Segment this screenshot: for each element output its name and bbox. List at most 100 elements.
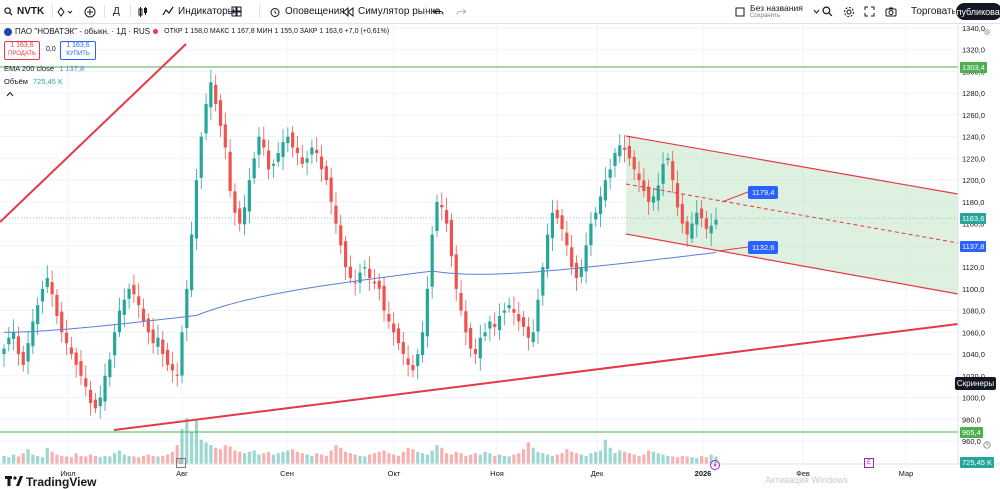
volume-bar — [88, 454, 93, 464]
redo-button[interactable] — [456, 0, 467, 23]
volume-bar — [411, 449, 415, 464]
level-high-tag: 1303,4 — [960, 62, 987, 73]
collapse-legend-button[interactable] — [6, 90, 14, 99]
trend-line-lower[interactable] — [113, 323, 959, 431]
time-axis[interactable]: Июл Авг Сен Окт Ноя Дек 2026 Фев Мар — [60, 469, 913, 478]
price-chart[interactable]: 1340,01320,01300,01280,01260,01240,01220… — [0, 24, 1000, 484]
price-axis-label: 1040,0 — [962, 350, 985, 359]
sell-label: ПРОДАТЬ — [8, 51, 36, 57]
layouts-button[interactable] — [231, 0, 242, 23]
candle-body — [392, 323, 396, 333]
alerts-button[interactable]: Оповещения — [269, 0, 345, 23]
indicators-button[interactable]: Индикаторы — [162, 0, 235, 23]
volume-bar — [435, 445, 439, 464]
candle-body — [546, 234, 550, 270]
candle-body — [363, 267, 367, 269]
volume-bar — [26, 449, 30, 464]
volume-bar — [252, 450, 256, 464]
event-e-icon[interactable]: E — [864, 458, 874, 468]
publish-button[interactable]: Опубликовать — [950, 3, 1000, 20]
volume-bar — [180, 428, 184, 464]
candle-body — [339, 225, 343, 246]
event-lightning-icon[interactable] — [710, 457, 720, 475]
candle-body — [334, 205, 338, 224]
candle-body — [223, 124, 227, 148]
candle-body — [271, 163, 276, 166]
candle-body — [132, 284, 136, 295]
note-lower[interactable]: 1132,6 — [748, 241, 779, 254]
volume-bar — [266, 451, 271, 464]
volume-bar — [444, 453, 449, 464]
time-axis-label: Авг — [176, 469, 188, 478]
rewind-icon — [342, 6, 354, 17]
volume-bar — [449, 454, 454, 464]
candle-body — [560, 215, 564, 230]
candle-body — [368, 268, 372, 278]
price-axis-label: 1240,0 — [962, 133, 985, 142]
candle-body — [565, 232, 569, 246]
volume-bar — [440, 447, 444, 464]
candle-body — [122, 299, 126, 315]
volume-bar — [358, 455, 362, 464]
grid — [0, 24, 958, 464]
candle-body — [170, 364, 174, 371]
volume-bar — [324, 455, 328, 464]
volume-bar — [512, 454, 516, 464]
quick-search-button[interactable] — [822, 0, 833, 23]
candle-body — [517, 314, 521, 322]
time-axis-label: Окт — [388, 469, 401, 478]
volume-legend[interactable]: Объём 725,45 K — [4, 77, 63, 86]
volume-bar — [550, 455, 555, 464]
symbol-search-button[interactable]: NVTK — [4, 0, 44, 23]
channel-lower-line[interactable] — [625, 233, 959, 295]
compare-icon — [57, 6, 73, 17]
note-upper[interactable]: 1179,4 — [748, 186, 779, 199]
trend-line-upper[interactable] — [0, 43, 187, 223]
volume-bar — [247, 451, 251, 464]
channel-upper-line[interactable] — [625, 135, 959, 195]
add-symbol-button[interactable] — [84, 0, 96, 23]
volume-bar — [521, 449, 526, 464]
volume-bar — [113, 453, 117, 464]
layout-name-button[interactable]: Без названия Сохранить — [735, 0, 820, 23]
symbol-legend[interactable]: ПАО "НОВАТЭК" - обыкн. · 1Д · RUS ОТКР 1… — [4, 27, 389, 36]
volume-bar — [300, 453, 304, 464]
chevron-down-icon — [813, 9, 820, 14]
clock-button[interactable] — [983, 436, 991, 454]
buy-button[interactable]: 1 163,6 КУПИТЬ — [60, 41, 96, 60]
axis-settings-button[interactable] — [983, 23, 991, 41]
volume-bar — [127, 455, 131, 464]
candle-body — [622, 147, 627, 150]
ema-legend[interactable]: EMA 200 close 1 137,8 — [4, 64, 84, 73]
chart-area[interactable]: 1340,01320,01300,01280,01260,01240,01220… — [0, 23, 1000, 489]
tradingview-logo[interactable]: TradingView — [5, 475, 96, 489]
undo-button[interactable] — [433, 0, 444, 23]
interval-button[interactable]: Д — [113, 6, 120, 17]
price-axis-label: 960,0 — [962, 437, 981, 446]
volume-bar — [329, 450, 333, 464]
volume-bar — [685, 456, 689, 464]
channel-mid-line[interactable] — [625, 183, 959, 244]
event-e-icon[interactable]: E — [176, 458, 186, 468]
snapshot-button[interactable] — [885, 0, 897, 23]
indicators-icon — [162, 6, 174, 17]
top-toolbar: NVTK Д Индикаторы Оповещения Симулятор р… — [0, 0, 1000, 24]
candle-body — [127, 288, 131, 299]
replay-button[interactable]: Симулятор рынка — [342, 0, 441, 23]
candle-body — [454, 254, 458, 289]
chevron-up-icon — [6, 90, 14, 99]
candle-body — [74, 352, 78, 365]
compare-button[interactable] — [57, 0, 73, 23]
volume-bar — [507, 456, 511, 464]
volume-bar — [363, 456, 367, 464]
candle-body — [214, 84, 218, 105]
market-status-icon — [153, 29, 159, 34]
sell-button[interactable]: 1 163,6 ПРОДАТЬ — [4, 41, 40, 60]
fullscreen-button[interactable] — [864, 0, 875, 23]
screeners-button[interactable]: Скринеры — [955, 377, 996, 390]
candle-body — [579, 267, 583, 278]
trade-button[interactable]: Торговать — [911, 6, 957, 17]
settings-button[interactable] — [843, 0, 855, 23]
price-axis[interactable]: 1340,01320,01300,01280,01260,01240,01220… — [962, 24, 985, 446]
chart-type-button[interactable] — [137, 0, 149, 23]
